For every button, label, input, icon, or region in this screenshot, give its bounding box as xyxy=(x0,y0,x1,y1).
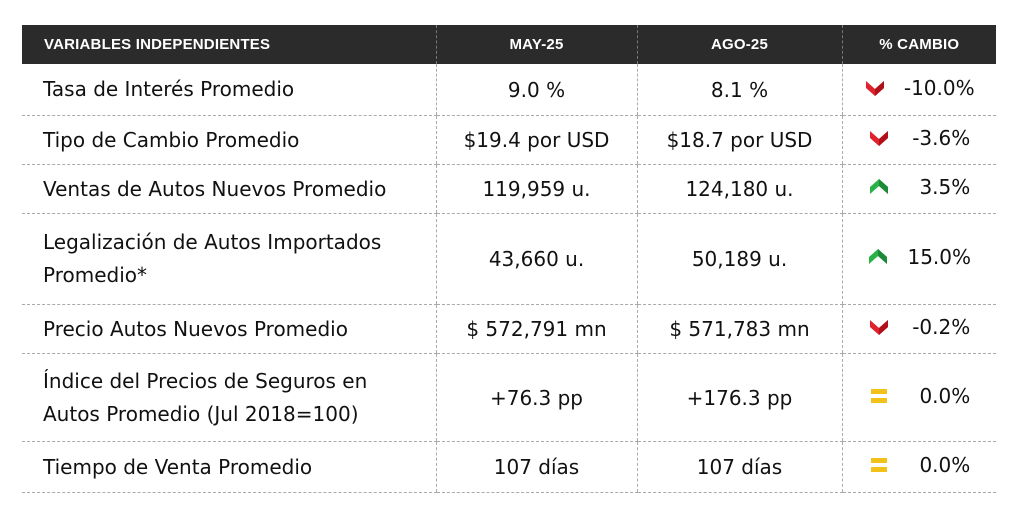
row-change-value: 0.0% xyxy=(919,383,971,408)
row-ago-value: $18.7 por USD xyxy=(636,115,842,165)
variables-table-container: VARIABLES INDEPENDIENTES MAY-25 AGO-25 %… xyxy=(22,25,996,493)
equal-icon xyxy=(868,454,890,476)
row-may-value: $ 572,791 mn xyxy=(435,304,637,354)
row-label: Legalización de Autos Importados Promedio… xyxy=(22,213,436,305)
row-label: Tipo de Cambio Promedio xyxy=(22,115,436,165)
row-may-value: 107 días xyxy=(435,441,637,493)
row-change-value: 15.0% xyxy=(907,245,972,269)
header-variables: VARIABLES INDEPENDIENTES xyxy=(22,25,436,64)
row-label: Índice del Precios de Seguros en Autos Pr… xyxy=(22,353,436,442)
row-change-value: -0.2% xyxy=(912,315,971,339)
row-ago-value: 8.1 % xyxy=(636,64,842,116)
arrow-up-icon xyxy=(867,246,889,268)
row-may-value: $19.4 por USD xyxy=(435,115,637,165)
row-change-value: 3.5% xyxy=(919,175,971,199)
row-change-value: -3.6% xyxy=(912,126,971,150)
row-label-line: Promedio* xyxy=(43,263,148,287)
row-label-line: Legalización de Autos Importados xyxy=(43,230,382,254)
arrow-up-icon xyxy=(868,176,890,198)
table-header: VARIABLES INDEPENDIENTES MAY-25 AGO-25 %… xyxy=(22,25,996,64)
row-change-cell: -0.2% xyxy=(841,304,996,354)
table-row: Tasa de Interés Promedio 9.0 % 8.1 % -10… xyxy=(22,64,996,116)
table-row: Índice del Precios de Seguros en Autos Pr… xyxy=(22,353,996,442)
row-change-cell: 0.0% xyxy=(841,353,996,442)
row-ago-value: 50,189 u. xyxy=(636,213,842,305)
table-row: Tipo de Cambio Promedio $19.4 por USD $1… xyxy=(22,115,996,165)
row-label: Tiempo de Venta Promedio xyxy=(22,441,436,493)
arrow-down-icon xyxy=(868,316,890,338)
header-ago: AGO-25 xyxy=(636,25,842,64)
row-may-value: 119,959 u. xyxy=(435,164,637,214)
row-ago-value: 107 días xyxy=(636,441,842,493)
row-change-cell: -3.6% xyxy=(841,115,996,165)
row-label-line: Índice del Precios de Seguros en xyxy=(43,368,368,393)
header-may: MAY-25 xyxy=(435,25,637,64)
header-change: % CAMBIO xyxy=(841,25,996,64)
header-row: VARIABLES INDEPENDIENTES MAY-25 AGO-25 %… xyxy=(22,25,996,64)
table-row: Precio Autos Nuevos Promedio $ 572,791 m… xyxy=(22,304,996,354)
row-may-value: 9.0 % xyxy=(435,64,637,116)
table-row: Legalización de Autos Importados Promedio… xyxy=(22,213,996,305)
row-label: Ventas de Autos Nuevos Promedio xyxy=(22,164,436,214)
row-ago-value: +176.3 pp xyxy=(636,353,842,442)
table-row: Ventas de Autos Nuevos Promedio 119,959 … xyxy=(22,164,996,214)
row-ago-value: $ 571,783 mn xyxy=(636,304,842,354)
row-change-cell: 15.0% xyxy=(841,213,996,305)
row-change-value: 0.0% xyxy=(919,453,971,477)
row-label: Precio Autos Nuevos Promedio xyxy=(22,304,436,354)
equal-icon xyxy=(868,385,890,407)
variables-table: VARIABLES INDEPENDIENTES MAY-25 AGO-25 %… xyxy=(22,25,996,493)
row-change-cell: 3.5% xyxy=(841,164,996,214)
row-change-cell: 0.0% xyxy=(841,441,996,493)
arrow-down-icon xyxy=(868,127,890,149)
row-change-cell: -10.0% xyxy=(841,64,996,116)
row-may-value: +76.3 pp xyxy=(435,353,637,442)
row-may-value: 43,660 u. xyxy=(435,213,637,305)
row-label-line: Autos Promedio (Jul 2018=100) xyxy=(43,401,359,426)
row-label: Tasa de Interés Promedio xyxy=(22,64,436,116)
row-ago-value: 124,180 u. xyxy=(636,164,842,214)
arrow-down-icon xyxy=(864,77,886,99)
row-change-value: -10.0% xyxy=(903,75,975,100)
table-row: Tiempo de Venta Promedio 107 días 107 dí… xyxy=(22,441,996,493)
